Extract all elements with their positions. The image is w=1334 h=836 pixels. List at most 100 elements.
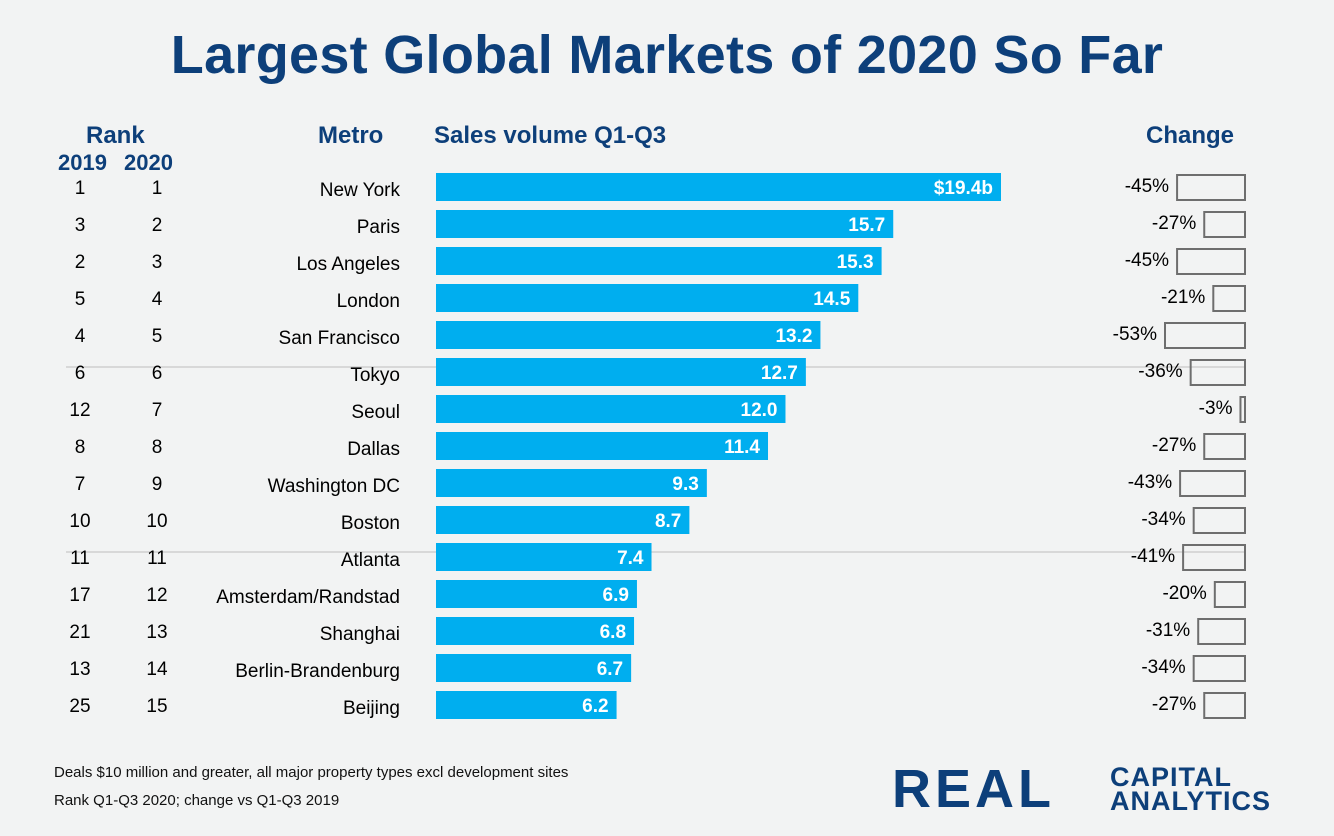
rank-2020-cell: 14	[146, 659, 168, 680]
bar-value-label: 12.7	[761, 363, 798, 384]
rank-2020-cell: 9	[152, 474, 163, 495]
change-bar	[1176, 248, 1246, 275]
change-bar	[1203, 692, 1246, 719]
change-bar	[1192, 655, 1246, 682]
sales-bar	[436, 580, 637, 608]
bar-value-label: 11.4	[724, 437, 760, 458]
sales-bar	[436, 321, 821, 349]
rank-2020-header: 2020	[124, 150, 173, 175]
change-label: -43%	[1128, 472, 1172, 493]
rank-2020-cell: 2	[152, 215, 163, 236]
change-label: -27%	[1152, 213, 1196, 234]
rank-2020-cell: 15	[146, 696, 167, 717]
rank-2019-cell: 4	[75, 326, 86, 347]
bar-value-label: 8.7	[655, 511, 681, 532]
rank-2020-cell: 13	[146, 622, 167, 643]
rank-2019-cell: 12	[69, 400, 90, 421]
rank-2019-cell: 25	[69, 696, 90, 717]
footnote-1: Deals $10 million and greater, all major…	[54, 764, 569, 781]
change-bar	[1179, 470, 1247, 497]
change-label: -34%	[1141, 509, 1185, 530]
rank-2019-cell: 11	[70, 548, 90, 569]
rank-2019-cell: 3	[75, 215, 86, 236]
footnote-2: Rank Q1-Q3 2020; change vs Q1-Q3 2019	[54, 792, 340, 809]
metro-label: Beijing	[343, 698, 400, 719]
change-label: -45%	[1125, 176, 1169, 197]
change-bar	[1182, 544, 1246, 571]
sales-bar	[436, 210, 894, 238]
change-bar	[1239, 396, 1246, 423]
rank-2020-cell: 3	[152, 252, 163, 273]
bar-value-label: 9.3	[672, 474, 698, 495]
change-bar	[1197, 618, 1246, 645]
metro-label: Amsterdam/Randstad	[216, 587, 400, 608]
bar-value-label: 6.2	[582, 696, 608, 717]
change-header: Change	[1146, 122, 1235, 149]
change-bar	[1203, 211, 1246, 238]
change-label: -53%	[1113, 324, 1157, 345]
rank-2020-cell: 6	[152, 363, 163, 384]
bar-value-label: 15.7	[848, 215, 885, 236]
metro-label: London	[337, 291, 400, 312]
bar-value-label: 6.8	[600, 622, 626, 643]
change-label: -27%	[1152, 694, 1196, 715]
change-label: -34%	[1141, 657, 1185, 678]
metro-label: Shanghai	[320, 624, 400, 645]
change-bar	[1203, 433, 1246, 460]
bar-value-label: $19.4b	[934, 178, 993, 199]
bar-chart: 1 1 New York $19.4b -45%3 2 Paris 15.7 -27%2 3 Los…	[66, 173, 1247, 719]
rank-2019-cell: 10	[69, 511, 90, 532]
sales-bar	[436, 691, 617, 719]
sales-bar	[436, 173, 1001, 201]
chart-title: Largest Global Markets of 2020 So Far	[170, 25, 1164, 85]
metro-label: Tokyo	[350, 365, 400, 386]
change-bar	[1192, 507, 1246, 534]
logo-capital-text: CAPITAL	[1110, 762, 1232, 792]
rank-2020-cell: 1	[152, 178, 163, 199]
metro-label: New York	[320, 180, 401, 201]
sales-bar	[436, 358, 806, 386]
rank-2020-cell: 12	[146, 585, 167, 606]
change-bar	[1164, 322, 1246, 349]
bar-value-label: 13.2	[775, 326, 812, 347]
rank-2019-header: 2019	[58, 150, 107, 175]
rank-2019-cell: 8	[75, 437, 86, 458]
metro-label: Seoul	[351, 402, 400, 423]
metro-label: Los Angeles	[296, 254, 400, 275]
metro-label: Atlanta	[341, 550, 401, 571]
change-label: -41%	[1131, 546, 1175, 567]
rank-2020-cell: 5	[152, 326, 163, 347]
bar-value-label: 6.7	[597, 659, 623, 680]
change-label: -31%	[1146, 620, 1190, 641]
sales-bar	[436, 247, 882, 275]
rank-2020-cell: 7	[152, 400, 163, 421]
metro-label: Berlin-Brandenburg	[235, 661, 400, 682]
sales-volume-header: Sales volume Q1-Q3	[434, 122, 667, 149]
rank-2020-cell: 10	[146, 511, 167, 532]
rank-2019-cell: 5	[75, 289, 86, 310]
sales-bar	[436, 395, 786, 423]
sales-bar	[436, 543, 652, 571]
metro-label: Boston	[341, 513, 400, 534]
rank-2019-cell: 1	[75, 178, 86, 199]
rank-2020-cell: 4	[152, 289, 163, 310]
sales-bar	[436, 617, 635, 645]
metro-label: Washington DC	[268, 476, 400, 497]
sales-bar	[436, 469, 707, 497]
rank-2019-cell: 13	[69, 659, 90, 680]
change-bar	[1189, 359, 1247, 386]
sales-bar	[436, 654, 632, 682]
rank-2019-cell: 6	[75, 363, 86, 384]
bar-value-label: 7.4	[617, 548, 644, 569]
rank-2019-cell: 21	[69, 622, 90, 643]
change-bar	[1212, 285, 1246, 312]
bar-value-label: 14.5	[813, 289, 850, 310]
rank-2020-cell: 11	[147, 548, 167, 569]
change-label: -36%	[1138, 361, 1182, 382]
bar-value-label: 12.0	[741, 400, 778, 421]
metro-label: Paris	[357, 217, 400, 238]
change-label: -3%	[1199, 398, 1233, 419]
change-label: -27%	[1152, 435, 1196, 456]
change-bar	[1213, 581, 1246, 608]
sales-bar	[436, 284, 859, 312]
